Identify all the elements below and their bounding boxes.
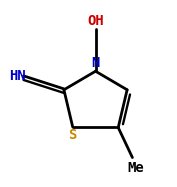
Text: N: N xyxy=(91,56,100,70)
Text: HN: HN xyxy=(9,69,26,83)
Text: OH: OH xyxy=(87,14,104,28)
Text: S: S xyxy=(68,128,77,142)
Text: Me: Me xyxy=(128,161,144,175)
